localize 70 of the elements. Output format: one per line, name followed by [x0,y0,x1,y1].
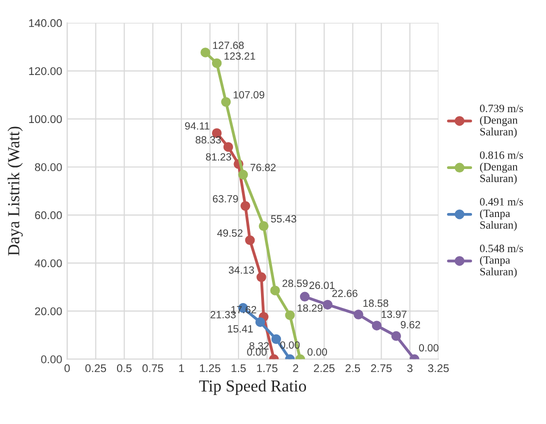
data-label: 18.29 [298,304,322,312]
y-tick-label: 140.00 [29,19,62,28]
point [240,201,250,211]
x-axis-title: Tip Speed Ratio [199,380,306,396]
y-tick-label: 100.00 [29,115,62,124]
data-label: 107.09 [234,91,264,98]
data-label: 0.00 [308,348,328,356]
x-tick-label: 1.5 [232,364,246,372]
point [391,331,402,341]
point [300,292,310,302]
x-tick-label: 0.5 [116,364,132,372]
x-tick-label: 0 [64,364,70,372]
y-tick-label: 20.00 [35,307,62,316]
point [221,97,231,107]
point [322,300,332,310]
legend-label: 0.548 m/s (Tanpa Saluran) [480,244,523,278]
data-label: 21.33 [210,310,236,318]
x-tick-label: 2.5 [346,364,360,372]
y-tick-label: 40.00 [34,259,62,268]
x-tick-label: 2.75 [371,364,392,372]
data-label: 127.68 [213,42,244,50]
x-tick-label: 2.25 [314,364,335,372]
data-label: 8.32 [249,342,269,350]
data-label: 22.66 [332,290,358,298]
point [212,58,222,68]
y-tick-label: 80.00 [34,163,62,172]
point [271,334,282,344]
data-label: 63.79 [212,195,238,202]
data-label: 28.59 [282,280,308,288]
data-label: 123.21 [224,52,256,60]
data-label: 13.97 [382,310,406,318]
data-label: 81.23 [206,153,232,161]
point [270,286,280,296]
data-label: 49.52 [217,229,242,237]
data-label: 94.11 [185,122,210,130]
point [256,272,266,282]
y-tick-label: 60.00 [35,211,62,220]
point [258,221,269,231]
x-tick-label: 3 [407,364,412,372]
point [245,235,255,246]
x-tick-label: 3.25 [428,364,449,372]
x-tick-label: 1 [179,364,184,372]
data-label: 26.01 [309,282,335,290]
data-label: 88.33 [196,136,221,144]
data-label: 0.00 [247,348,267,356]
point [238,170,248,180]
data-label: 34.13 [228,266,254,274]
point [354,310,364,320]
y-tick-label: 0.00 [41,355,62,364]
legend-label: 0.816 m/s (Dengan Saluran) [480,151,523,184]
x-tick-label: 0.25 [85,364,106,372]
point [200,48,210,58]
legend-label: 0.491 m/s (Tanpa Saluran) [480,198,523,232]
x-tick-label: 1.25 [200,364,220,372]
x-tick-label: 0.75 [142,364,164,372]
x-tick-label: 2 [293,364,298,372]
data-label: 9.62 [400,321,420,328]
data-label: 15.41 [228,325,253,333]
y-axis-title: Daya Listrik (Watt) [8,126,23,256]
data-label: 0.00 [419,344,438,352]
point [372,320,382,330]
point [223,142,234,152]
point [255,317,266,327]
y-tick-label: 120.00 [29,67,62,76]
data-label: 18.58 [363,300,388,307]
data-label: 55.43 [271,215,296,223]
data-label: 76.82 [250,164,276,172]
point [285,310,295,320]
legend-label: 0.739 m/s (Dengan Saluran) [480,104,523,138]
x-tick-label: 1.75 [257,364,278,372]
